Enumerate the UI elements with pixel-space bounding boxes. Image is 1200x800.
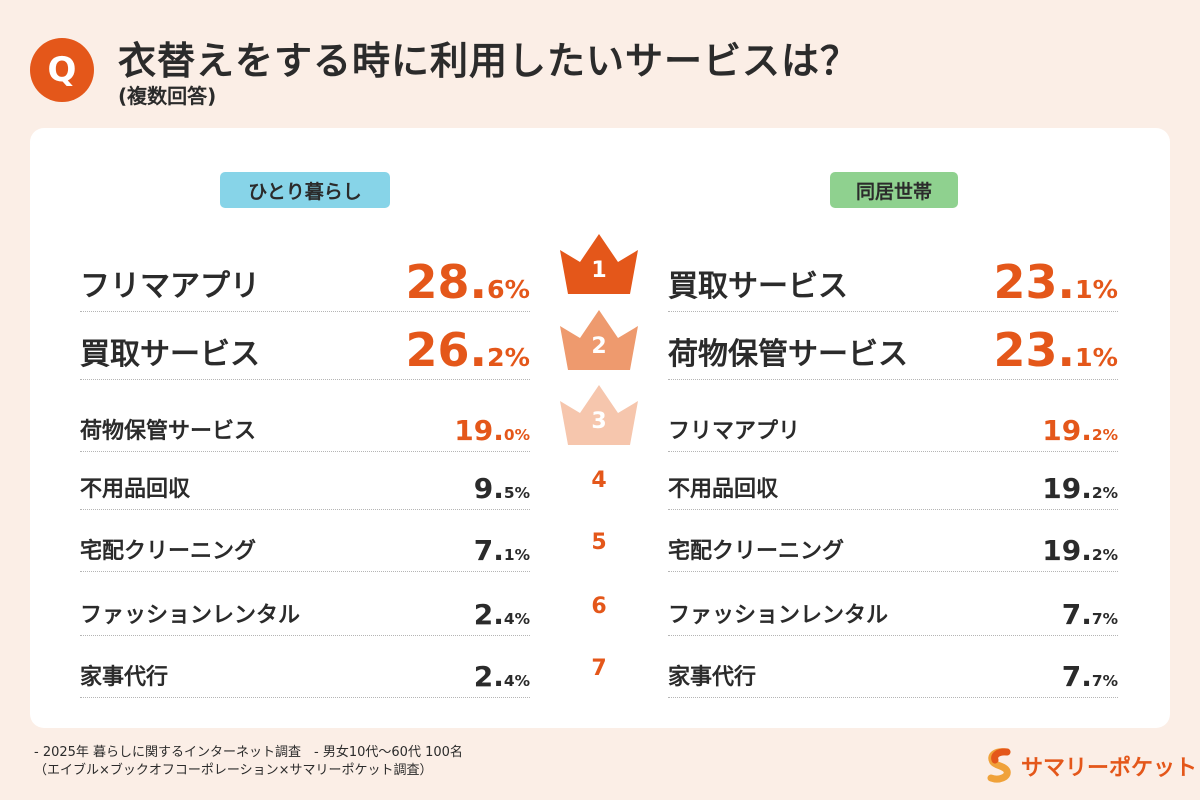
list-item: フリマアプリ 19.2% bbox=[668, 390, 1118, 452]
list-item: 不用品回収 19.2% bbox=[668, 452, 1118, 510]
percent-value: 7.7% bbox=[1061, 598, 1118, 631]
percent-value: 23.1% bbox=[993, 255, 1118, 309]
service-label: フリマアプリ bbox=[80, 269, 260, 304]
shared-household-tag: 同居世帯 bbox=[830, 172, 958, 208]
single-living-tag: ひとり暮らし bbox=[220, 172, 390, 208]
crown-icon: 2 bbox=[558, 308, 640, 370]
crown-icon: 1 bbox=[558, 232, 640, 294]
service-label: 不用品回収 bbox=[668, 477, 779, 502]
list-item: 買取サービス 23.1% bbox=[668, 252, 1118, 312]
rank-number: 4 bbox=[591, 468, 607, 493]
s-logo-icon bbox=[987, 748, 1011, 783]
rank-number: 1 bbox=[591, 258, 607, 283]
crown-icon: 3 bbox=[558, 383, 640, 445]
rank-number: 5 bbox=[591, 530, 607, 555]
service-label: フリマアプリ bbox=[668, 419, 801, 444]
list-item: フリマアプリ 28.6% bbox=[80, 252, 530, 312]
percent-value: 19.2% bbox=[1042, 534, 1118, 567]
service-label: 荷物保管サービス bbox=[668, 337, 908, 372]
percent-value: 23.1% bbox=[993, 323, 1118, 377]
service-label: 買取サービス bbox=[668, 269, 848, 304]
list-item: 買取サービス 26.2% bbox=[80, 322, 530, 380]
service-label: 買取サービス bbox=[80, 337, 260, 372]
list-item: 家事代行 2.4% bbox=[80, 638, 530, 698]
rank-number: 3 bbox=[591, 409, 607, 434]
rank-number: 6 bbox=[591, 594, 607, 619]
list-item: 家事代行 7.7% bbox=[668, 638, 1118, 698]
rank-number: 7 bbox=[591, 656, 607, 681]
question-badge: Q bbox=[30, 38, 94, 102]
percent-value: 7.7% bbox=[1061, 660, 1118, 693]
list-item: 荷物保管サービス 23.1% bbox=[668, 322, 1118, 380]
footnote-line: （エイブル×ブックオフコーポレーション×サマリーポケット調査） bbox=[34, 763, 433, 778]
survey-footnote: - 2025年 暮らしに関するインターネット調査 - 男女10代〜60代 100… bbox=[34, 744, 463, 780]
percent-value: 28.6% bbox=[405, 255, 530, 309]
page-title: 衣替えをする時に利用したいサービスは？ bbox=[118, 39, 860, 83]
ranking-card: ひとり暮らし 同居世帯 フリマアプリ 28.6% 買取サービス 26.2% 荷物… bbox=[30, 128, 1170, 728]
percent-value: 2.4% bbox=[473, 660, 530, 693]
list-item: ファッションレンタル 7.7% bbox=[668, 576, 1118, 636]
service-label: 宅配クリーニング bbox=[80, 539, 257, 564]
percent-value: 19.2% bbox=[1042, 472, 1118, 505]
percent-value: 2.4% bbox=[473, 598, 530, 631]
rank-number: 2 bbox=[591, 334, 607, 359]
percent-value: 26.2% bbox=[405, 323, 530, 377]
percent-value: 9.5% bbox=[473, 472, 530, 505]
list-item: 宅配クリーニング 7.1% bbox=[80, 514, 530, 572]
page-subtitle: (複数回答) bbox=[118, 84, 217, 108]
service-label: 荷物保管サービス bbox=[80, 419, 257, 444]
list-item: 不用品回収 9.5% bbox=[80, 452, 530, 510]
service-label: 家事代行 bbox=[668, 665, 757, 690]
percent-value: 7.1% bbox=[473, 534, 530, 567]
service-label: 家事代行 bbox=[80, 665, 169, 690]
service-label: ファッションレンタル bbox=[80, 603, 301, 628]
service-label: 不用品回収 bbox=[80, 477, 191, 502]
list-item: 宅配クリーニング 19.2% bbox=[668, 514, 1118, 572]
percent-value: 19.0% bbox=[454, 414, 530, 447]
brand-logo: サマリーポケット bbox=[985, 748, 1197, 784]
percent-value: 19.2% bbox=[1042, 414, 1118, 447]
service-label: ファッションレンタル bbox=[668, 603, 889, 628]
list-item: ファッションレンタル 2.4% bbox=[80, 576, 530, 636]
brand-name: サマリーポケット bbox=[1021, 756, 1198, 781]
list-item: 荷物保管サービス 19.0% bbox=[80, 390, 530, 452]
service-label: 宅配クリーニング bbox=[668, 539, 845, 564]
footnote-line: - 2025年 暮らしに関するインターネット調査 - 男女10代〜60代 100… bbox=[34, 745, 463, 760]
